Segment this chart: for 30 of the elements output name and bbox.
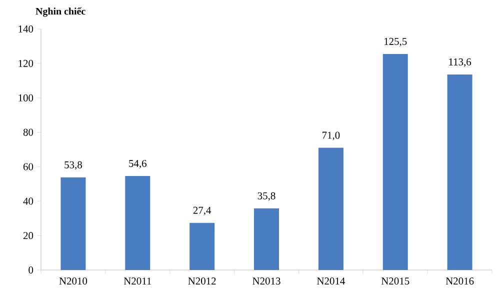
x-tick-label: N2010 bbox=[59, 278, 88, 285]
y-tick-label: 0 bbox=[28, 266, 34, 274]
y-tick-label: 60 bbox=[23, 163, 34, 170]
y-tick-label: 140 bbox=[18, 25, 34, 33]
data-label: 35,8 bbox=[258, 192, 276, 201]
data-label: 71,0 bbox=[322, 132, 340, 140]
y-axis-title: Nghin chiếc bbox=[36, 7, 86, 17]
bar bbox=[190, 222, 215, 270]
bar bbox=[447, 74, 472, 270]
x-tick-label: N2012 bbox=[188, 278, 216, 285]
x-tick-label: N2014 bbox=[316, 278, 345, 285]
bar bbox=[125, 176, 150, 270]
x-tick-label: N2011 bbox=[124, 278, 152, 285]
bar bbox=[382, 54, 408, 270]
y-tick-label: 40 bbox=[23, 198, 34, 205]
x-tick-label: N2016 bbox=[446, 278, 474, 285]
data-label: 27,4 bbox=[193, 206, 212, 216]
bar bbox=[60, 177, 86, 270]
data-label: 53,8 bbox=[64, 161, 82, 170]
y-tick-label: 20 bbox=[23, 232, 34, 240]
data-label: 113,6 bbox=[449, 58, 472, 67]
data-label: 54,6 bbox=[129, 160, 146, 168]
bar bbox=[318, 148, 344, 270]
y-tick-label: 120 bbox=[18, 60, 34, 67]
data-label: 125,5 bbox=[384, 38, 407, 46]
x-tick-label: N2013 bbox=[252, 278, 280, 285]
bar bbox=[254, 208, 279, 270]
y-tick-label: 100 bbox=[18, 94, 34, 102]
y-tick-label: 80 bbox=[23, 128, 34, 136]
x-tick-label: N2015 bbox=[381, 278, 410, 285]
